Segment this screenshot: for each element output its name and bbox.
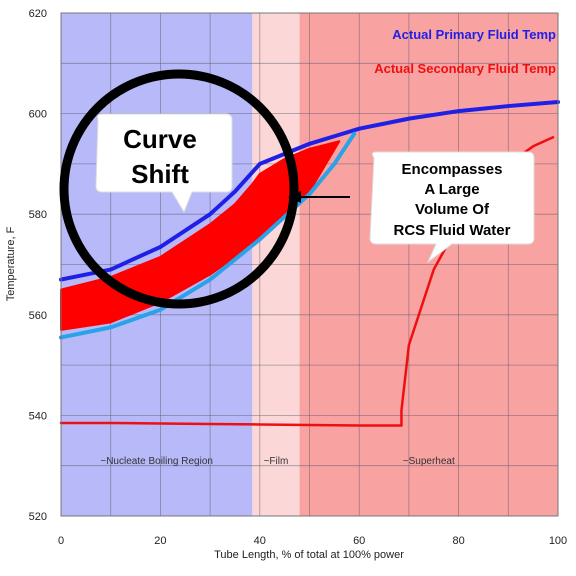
series-point-series-3 <box>333 162 336 165</box>
encompasses-line-3: Volume Of <box>415 201 490 218</box>
region-labels: ~Nucleate Boiling Region ~Film ~Superheat <box>100 456 455 467</box>
series-point-actual-primary-fluid-temp <box>507 105 510 108</box>
callout-arrow <box>288 191 350 203</box>
region-label-nucleate-boiling-region: ~Nucleate Boiling Region <box>100 456 213 467</box>
region-label-superheat: ~Superheat <box>403 456 455 467</box>
encompasses-line-4: RCS Fluid Water <box>394 222 511 239</box>
series-point-actual-primary-fluid-temp <box>209 213 212 216</box>
x-axis-title: Tube Length, % of total at 100% power <box>214 549 404 561</box>
series-point-actual-secondary-fluid-temp <box>432 268 435 271</box>
y-tick-label: 600 <box>29 109 47 121</box>
series-point-actual-secondary-fluid-temp <box>209 422 212 425</box>
x-tick-label: 80 <box>452 535 464 547</box>
x-tick-label: 40 <box>254 535 266 547</box>
series-point-actual-primary-fluid-temp <box>233 190 236 193</box>
y-tick-label: 560 <box>29 310 47 322</box>
x-tick-label: 100 <box>549 535 567 547</box>
curve-shift-line-1: Curve <box>123 124 197 154</box>
tick-labels: 0 20 40 60 80 100 520 540 560 580 600 620 <box>29 8 568 547</box>
x-tick-label: 60 <box>353 535 365 547</box>
y-tick-label: 520 <box>29 511 47 523</box>
series-line-actual-primary-fluid-temp <box>59 100 560 282</box>
series-point-actual-secondary-fluid-temp <box>258 423 261 426</box>
series-point-actual-secondary-fluid-temp <box>400 409 403 412</box>
region-label-film: ~Film <box>264 456 289 467</box>
series-point-series-3 <box>209 278 212 281</box>
series-point-actual-primary-fluid-temp <box>159 245 162 248</box>
y-tick-label: 620 <box>29 8 47 20</box>
series-point-actual-primary-fluid-temp <box>109 268 112 271</box>
curve-shift-line-2: Shift <box>131 159 189 189</box>
curve-shift-bubble <box>95 113 233 214</box>
series-point-actual-primary-fluid-temp <box>333 135 336 138</box>
series-point-actual-primary-fluid-temp <box>457 110 460 113</box>
callout-arrow-head <box>288 191 301 203</box>
curve-shift-circle <box>59 69 299 309</box>
series-point-actual-secondary-fluid-temp <box>400 424 403 427</box>
encompasses-line-1: Encompasses <box>402 161 503 178</box>
encompasses-bubble <box>369 151 535 264</box>
series-point-actual-primary-fluid-temp <box>258 162 261 165</box>
series-point-actual-secondary-fluid-temp <box>552 136 555 139</box>
series-point-series-3 <box>109 326 112 329</box>
y-tick-label: 540 <box>29 410 47 422</box>
series-point-actual-secondary-fluid-temp <box>308 423 311 426</box>
series-point-actual-secondary-fluid-temp <box>407 343 410 346</box>
series-point-actual-secondary-fluid-temp <box>109 421 112 424</box>
encompasses-line-2: A Large <box>424 181 479 198</box>
y-tick-label: 580 <box>29 209 47 221</box>
series-point-series-3 <box>308 193 311 196</box>
plot-frame <box>60 12 559 517</box>
legend-secondary: Actual Secondary Fluid Temp <box>374 61 556 76</box>
series-point-actual-secondary-fluid-temp <box>358 424 361 427</box>
series-point-series-3 <box>353 132 356 135</box>
series-line-series-3 <box>59 131 357 340</box>
series-point-series-3 <box>258 238 261 241</box>
series-point-actual-primary-fluid-temp <box>358 127 361 130</box>
series-point-actual-primary-fluid-temp <box>407 117 410 120</box>
series-point-actual-primary-fluid-temp <box>308 142 311 145</box>
series-point-actual-secondary-fluid-temp <box>532 145 535 148</box>
series-point-series-3 <box>159 308 162 311</box>
x-tick-label: 0 <box>58 535 64 547</box>
encompasses-callout: Encompasses A Large Volume Of RCS Fluid … <box>369 151 535 264</box>
legend-primary: Actual Primary Fluid Temp <box>392 27 556 42</box>
x-tick-label: 20 <box>154 535 166 547</box>
curve-shift-callout: Curve Shift <box>95 113 233 214</box>
y-axis-title: Temperature, F <box>5 226 17 301</box>
series-point-actual-secondary-fluid-temp <box>159 422 162 425</box>
